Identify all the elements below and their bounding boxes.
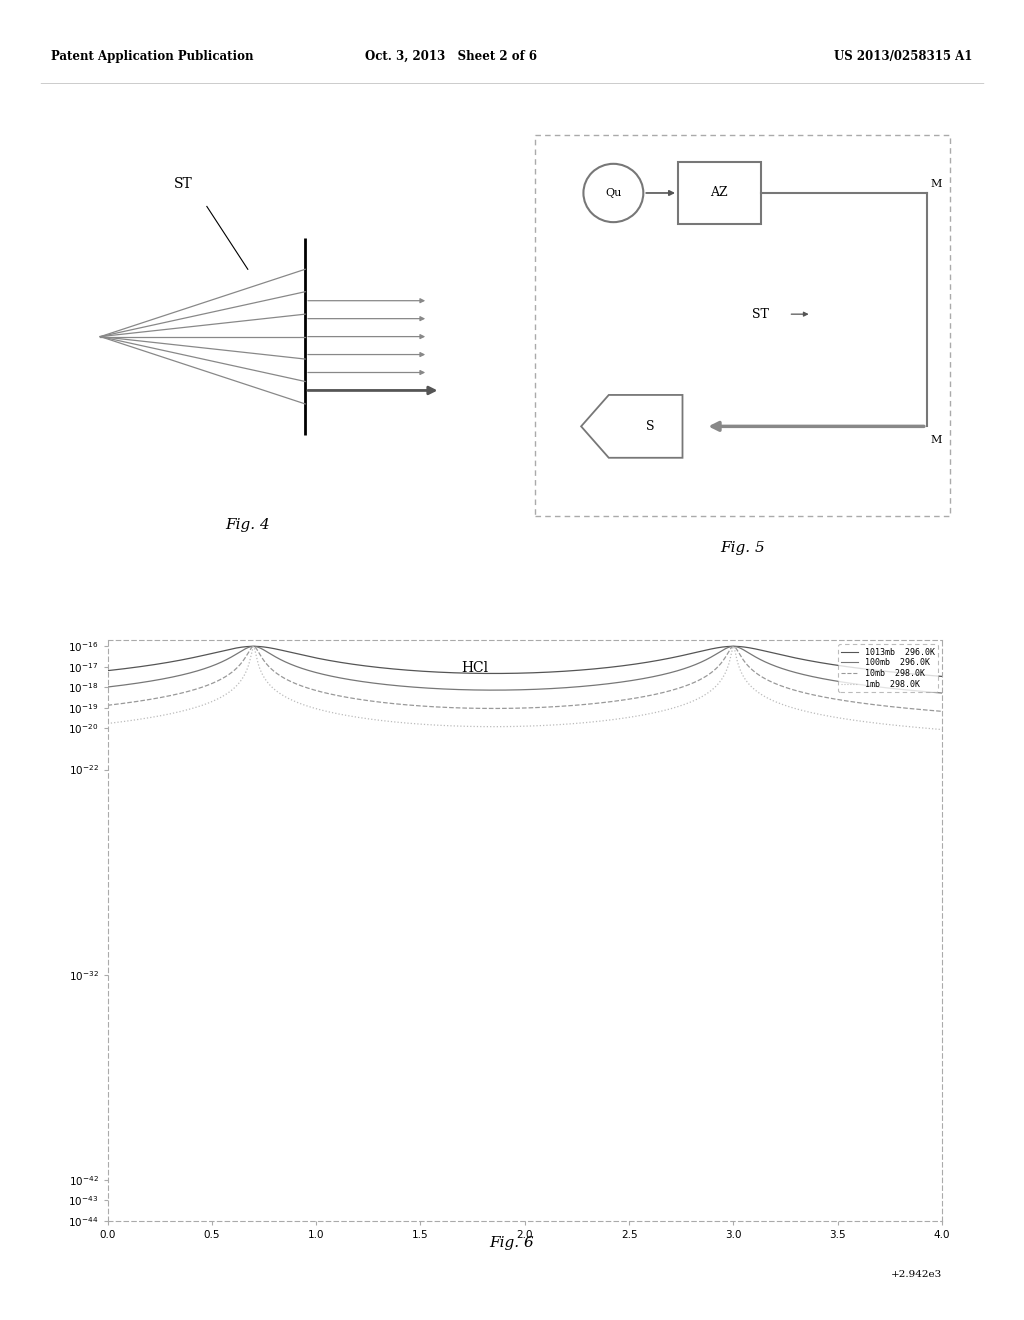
Bar bbox=[535, 135, 950, 516]
Text: AZ: AZ bbox=[711, 186, 728, 199]
Text: +2.942e3: +2.942e3 bbox=[891, 1270, 942, 1279]
Text: ST: ST bbox=[174, 177, 193, 191]
Legend: 1013mb  296.0K, 100mb  296.0K, 10mb  298.0K, 1mb  298.0K: 1013mb 296.0K, 100mb 296.0K, 10mb 298.0K… bbox=[838, 644, 938, 692]
Text: Fig. 6: Fig. 6 bbox=[489, 1237, 535, 1250]
Text: ST: ST bbox=[752, 308, 768, 321]
Text: M: M bbox=[930, 180, 942, 189]
Text: Fig. 4: Fig. 4 bbox=[225, 517, 270, 532]
Text: Patent Application Publication: Patent Application Publication bbox=[51, 50, 254, 63]
Text: S: S bbox=[646, 420, 654, 433]
Text: Oct. 3, 2013   Sheet 2 of 6: Oct. 3, 2013 Sheet 2 of 6 bbox=[365, 50, 537, 63]
Text: HCl: HCl bbox=[461, 660, 488, 675]
Text: M: M bbox=[930, 434, 942, 445]
Text: Qu: Qu bbox=[605, 187, 622, 198]
Bar bbox=[678, 161, 761, 224]
Text: US 2013/0258315 A1: US 2013/0258315 A1 bbox=[835, 50, 973, 63]
Text: Fig. 5: Fig. 5 bbox=[720, 540, 765, 554]
Polygon shape bbox=[582, 395, 682, 458]
